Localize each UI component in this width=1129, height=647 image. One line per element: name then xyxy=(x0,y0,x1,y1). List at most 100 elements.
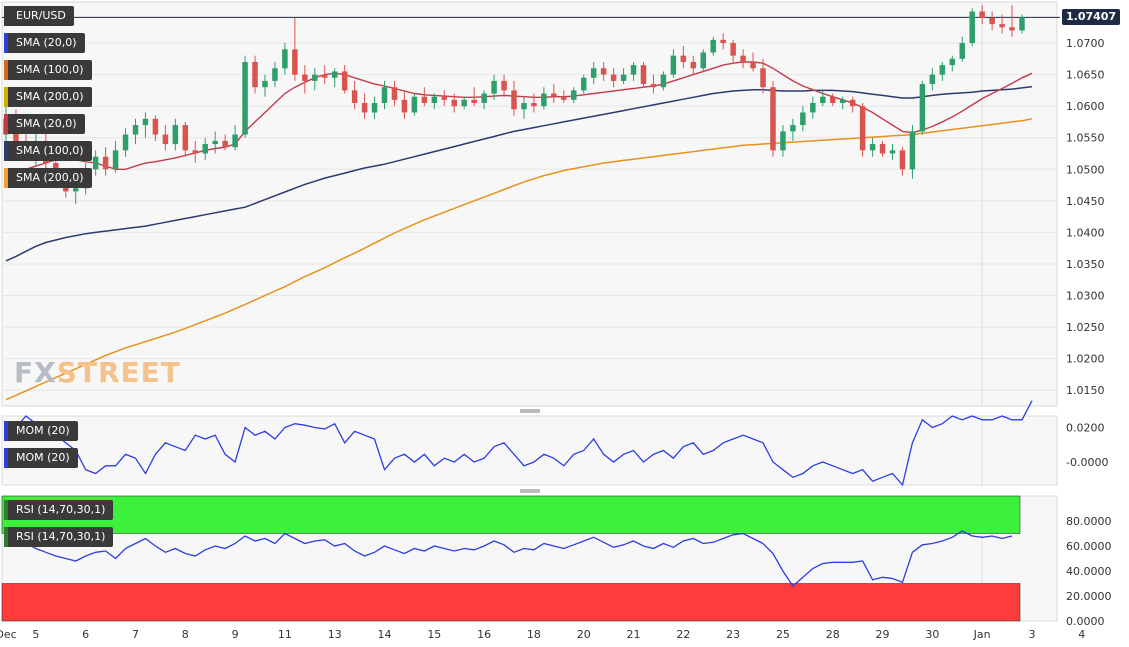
candle-body xyxy=(929,74,936,85)
candle-body xyxy=(790,125,796,132)
candle-body xyxy=(780,131,786,151)
x-tick-label: 30 xyxy=(925,628,939,641)
rsi-legend-label: RSI (14,70,30,1) xyxy=(16,503,106,516)
panel-main xyxy=(1,1,1058,407)
candle-body xyxy=(770,87,776,151)
rsi-ytick-label: 0.0000 xyxy=(1066,615,1105,628)
main-ytick-label: 1.0550 xyxy=(1066,132,1105,145)
x-tick-label: 8 xyxy=(182,628,189,641)
candle-body xyxy=(610,74,617,81)
mom-legend-label: MOM (20) xyxy=(16,424,70,437)
x-tick-label: 14 xyxy=(378,628,392,641)
candle-body xyxy=(720,39,726,44)
rsi-legend-item[interactable]: RSI (14,70,30,1) xyxy=(4,500,114,520)
candle-body xyxy=(859,106,866,151)
candle-body xyxy=(670,55,677,75)
candle-body xyxy=(511,90,517,110)
candle-body xyxy=(132,125,139,135)
rsi-overbought-zone xyxy=(1,495,1021,534)
candle-body xyxy=(909,131,916,170)
candle-body xyxy=(760,68,766,88)
price-legend-item[interactable]: SMA (20,0) xyxy=(4,114,85,134)
price-legend-item[interactable]: SMA (100,0) xyxy=(4,60,92,80)
mom-legend-item[interactable]: MOM (20) xyxy=(4,448,78,468)
candle-body xyxy=(660,74,667,88)
x-tick-label: Dec xyxy=(0,628,17,641)
candle-body xyxy=(740,55,746,62)
candle-body xyxy=(202,144,208,154)
candle-body xyxy=(481,93,487,103)
candle-body xyxy=(561,96,567,100)
price-legend-item[interactable]: SMA (200,0) xyxy=(4,87,92,107)
candle-body xyxy=(999,24,1005,28)
candle-body xyxy=(461,99,467,107)
price-legend-item[interactable]: EUR/USD xyxy=(4,6,74,26)
candle-body xyxy=(491,80,497,94)
candle-body xyxy=(451,99,457,107)
rsi-ytick-label: 40.0000 xyxy=(1066,565,1112,578)
candle-body xyxy=(839,99,846,103)
candle-body xyxy=(541,93,547,107)
candle-body xyxy=(292,49,298,75)
candle-body xyxy=(869,144,876,151)
candle-body xyxy=(700,52,706,69)
watermark-street: STREET xyxy=(56,356,181,389)
price-legend-label: SMA (200,0) xyxy=(16,171,84,184)
main-ytick-label: 1.0350 xyxy=(1066,258,1105,271)
sma-100-line xyxy=(5,85,1033,262)
candle-body xyxy=(431,96,438,103)
x-tick-label: 21 xyxy=(627,628,641,641)
candle-body xyxy=(341,71,348,91)
price-legend-item[interactable]: SMA (200,0) xyxy=(4,168,92,188)
candle-body xyxy=(471,99,477,103)
price-legend-item[interactable]: SMA (100,0) xyxy=(4,141,92,161)
candle-body xyxy=(381,87,388,103)
candle-body xyxy=(600,68,607,75)
candle-body xyxy=(192,150,198,154)
candle-body xyxy=(441,96,448,100)
mom-legend-item[interactable]: MOM (20) xyxy=(4,421,78,441)
x-tick-label: 11 xyxy=(278,628,292,641)
candle-body xyxy=(580,77,587,91)
candle-body xyxy=(919,84,926,132)
candle-body xyxy=(630,65,637,75)
rsi-ytick-label: 20.0000 xyxy=(1066,590,1112,603)
candle-body xyxy=(182,125,189,151)
candle-body xyxy=(232,134,238,148)
candle-body xyxy=(212,140,218,145)
last-price-tag: 1.07407 xyxy=(1062,9,1121,26)
price-legend-label: SMA (100,0) xyxy=(16,63,84,76)
mom-legend-swatch xyxy=(4,448,8,468)
candle-body xyxy=(162,134,169,145)
rsi-ytick-label: 80.0000 xyxy=(1066,515,1112,528)
rsi-legend-item[interactable]: RSI (14,70,30,1) xyxy=(4,527,114,547)
candle-body xyxy=(800,112,806,126)
candle-body xyxy=(849,99,856,107)
candle-body xyxy=(302,74,308,81)
momentum-line xyxy=(5,400,1033,487)
candle-body xyxy=(521,103,527,110)
price-legend-swatch xyxy=(4,87,8,107)
candle-body xyxy=(680,55,687,62)
candle-body xyxy=(282,49,288,69)
candle-body xyxy=(92,156,99,170)
mom-ytick-label: -0.0000 xyxy=(1066,456,1108,469)
x-tick-label: 5 xyxy=(32,628,39,641)
x-tick-label: 6 xyxy=(82,628,89,641)
rsi-ytick-label: 60.0000 xyxy=(1066,540,1112,553)
candle-body xyxy=(361,103,368,113)
candle-body xyxy=(351,90,358,103)
candle-body xyxy=(72,188,79,192)
candle-body xyxy=(879,144,886,154)
candle-body xyxy=(112,150,119,170)
candle-body xyxy=(531,103,537,107)
candle-body xyxy=(391,87,398,100)
candle-body xyxy=(750,61,756,69)
candle-body xyxy=(889,150,896,154)
price-legend-item[interactable]: SMA (20,0) xyxy=(4,33,85,53)
mom-legend-swatch xyxy=(4,421,8,441)
price-legend-label: EUR/USD xyxy=(16,9,66,22)
fxstreet-watermark: FXSTREET xyxy=(14,356,181,389)
